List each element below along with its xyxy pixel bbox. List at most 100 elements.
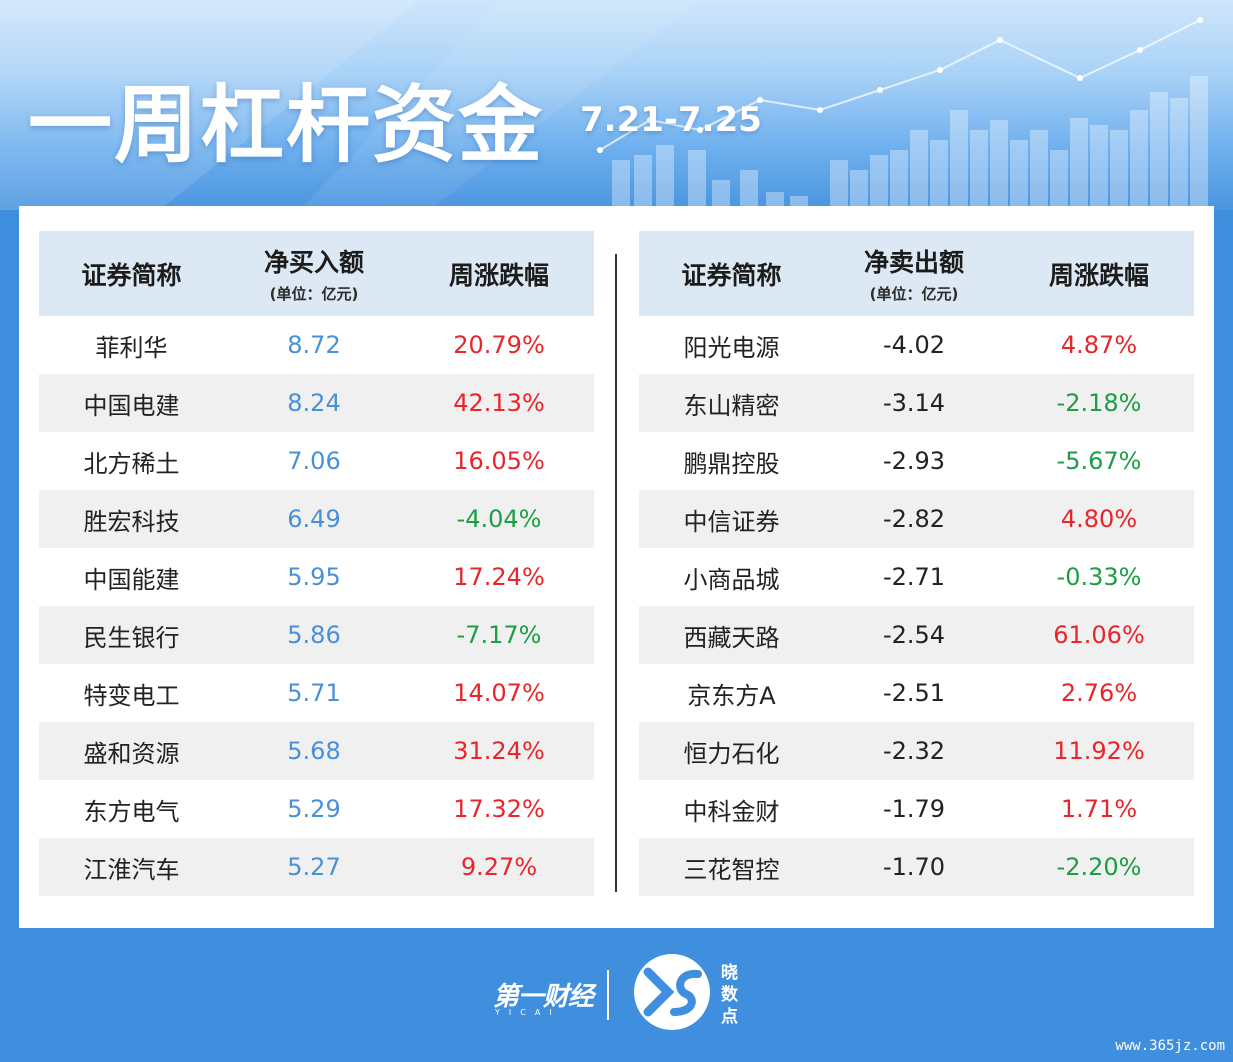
table-header: 证券简称 净卖出额 (单位：亿元) 周涨跌幅 bbox=[639, 231, 1194, 316]
table-row: 民生银行 5.86 -7.17% bbox=[39, 606, 594, 664]
net-amount: -1.70 bbox=[882, 853, 946, 881]
table-row: 中国电建 8.24 42.13% bbox=[39, 374, 594, 432]
weekly-change: 4.87% bbox=[1060, 331, 1138, 359]
col-header-amount-unit: (单位：亿元) bbox=[269, 285, 359, 303]
stock-name: 菲利华 bbox=[95, 333, 168, 362]
table-row: 三花智控 -1.70 -2.20% bbox=[639, 838, 1194, 896]
weekly-change: 9.27% bbox=[460, 853, 538, 881]
table-row: 北方稀土 7.06 16.05% bbox=[39, 432, 594, 490]
stock-name: 盛和资源 bbox=[83, 739, 180, 768]
brand-sub: YICAI bbox=[495, 1008, 561, 1017]
net-amount: 8.24 bbox=[287, 389, 341, 417]
net-amount: 5.95 bbox=[287, 563, 341, 591]
stock-name: 西藏天路 bbox=[683, 623, 780, 652]
footer-logo: 第一财经 YICAI 晓数点 bbox=[493, 950, 753, 1030]
net-amount: 6.49 bbox=[287, 505, 341, 533]
col-header-name: 证券简称 bbox=[81, 260, 182, 290]
stock-name: 鹏鼎控股 bbox=[683, 449, 780, 478]
net-amount: -4.02 bbox=[882, 331, 946, 359]
col-header-change: 周涨跌幅 bbox=[1048, 260, 1149, 290]
stock-name: 江淮汽车 bbox=[83, 855, 180, 884]
stock-name: 三花智控 bbox=[683, 855, 780, 884]
table-row: 阳光电源 -4.02 4.87% bbox=[639, 316, 1194, 374]
table-row: 京东方A -2.51 2.76% bbox=[639, 664, 1194, 722]
net-amount: -2.32 bbox=[882, 737, 946, 765]
table-row: 盛和资源 5.68 31.24% bbox=[39, 722, 594, 780]
page-title: 一周杠杆资金 bbox=[28, 76, 545, 174]
stock-name: 阳光电源 bbox=[683, 333, 780, 362]
table-header: 证券简称 净买入额 (单位：亿元) 周涨跌幅 bbox=[39, 231, 594, 316]
table-row: 中科金财 -1.79 1.71% bbox=[639, 780, 1194, 838]
net-amount: 5.68 bbox=[287, 737, 341, 765]
weekly-change: 2.76% bbox=[1060, 679, 1138, 707]
col-header-amount-unit: (单位：亿元) bbox=[869, 285, 959, 303]
logo-separator bbox=[607, 970, 609, 1020]
date-range: 7.21-7.25 bbox=[580, 100, 762, 140]
stock-name: 特变电工 bbox=[83, 681, 180, 710]
weekly-change: 4.80% bbox=[1060, 505, 1138, 533]
table-row: 恒力石化 -2.32 11.92% bbox=[639, 722, 1194, 780]
weekly-change: -5.67% bbox=[1056, 447, 1142, 475]
weekly-change: 16.05% bbox=[453, 447, 545, 475]
net-amount: 7.06 bbox=[287, 447, 341, 475]
net-amount: 5.71 bbox=[287, 679, 341, 707]
net-amount: 5.86 bbox=[287, 621, 341, 649]
net-amount: -3.14 bbox=[882, 389, 946, 417]
brand-name: 第一财经 bbox=[493, 982, 594, 1012]
weekly-change: 20.79% bbox=[453, 331, 545, 359]
table-row: 中信证券 -2.82 4.80% bbox=[639, 490, 1194, 548]
table-row: 西藏天路 -2.54 61.06% bbox=[639, 606, 1194, 664]
table-row: 特变电工 5.71 14.07% bbox=[39, 664, 594, 722]
stock-name: 东方电气 bbox=[83, 797, 180, 826]
table-row: 东方电气 5.29 17.32% bbox=[39, 780, 594, 838]
table-row: 胜宏科技 6.49 -4.04% bbox=[39, 490, 594, 548]
weekly-change: 17.32% bbox=[453, 795, 545, 823]
decorative-bar-chart-background bbox=[0, 0, 1208, 210]
net-amount: -2.54 bbox=[882, 621, 946, 649]
stock-name: 中信证券 bbox=[683, 507, 780, 536]
weekly-change: -7.17% bbox=[456, 621, 542, 649]
stock-name: 中国电建 bbox=[83, 391, 180, 420]
table-row: 东山精密 -3.14 -2.18% bbox=[639, 374, 1194, 432]
net-amount: -2.93 bbox=[882, 447, 946, 475]
xiaoshudian-logo-icon bbox=[634, 954, 710, 1030]
weekly-change: 1.71% bbox=[1060, 795, 1138, 823]
content-card: 证券简称 净买入额 (单位：亿元) 周涨跌幅 菲利华 8.72 20.79% 中国电建… bbox=[19, 206, 1214, 928]
net-sell-table: 证券简称 净卖出额 (单位：亿元) 周涨跌幅 阳光电源 -4.02 4.87% 东山精… bbox=[639, 231, 1194, 896]
weekly-change: -4.04% bbox=[456, 505, 542, 533]
weekly-change: -2.18% bbox=[1056, 389, 1142, 417]
stock-name: 中国能建 bbox=[83, 565, 180, 594]
product-name: 晓数点 bbox=[721, 963, 738, 1027]
col-header-change: 周涨跌幅 bbox=[448, 260, 549, 290]
col-header-amount-label: 净卖出额 bbox=[863, 248, 964, 277]
net-amount: -1.79 bbox=[882, 795, 946, 823]
net-amount: 5.29 bbox=[287, 795, 341, 823]
col-header-amount-label: 净买入额 bbox=[263, 248, 364, 277]
weekly-change: -2.20% bbox=[1056, 853, 1142, 881]
stock-name: 恒力石化 bbox=[683, 739, 780, 768]
weekly-change: 61.06% bbox=[1053, 621, 1145, 649]
stock-name: 胜宏科技 bbox=[83, 507, 180, 536]
weekly-change: -0.33% bbox=[1056, 563, 1142, 591]
net-amount: -2.51 bbox=[882, 679, 946, 707]
header-banner: 一周杠杆资金 7.21-7.25 bbox=[0, 0, 1233, 210]
weekly-change: 42.13% bbox=[453, 389, 545, 417]
col-header-amount: 净买入额 (单位：亿元) bbox=[224, 243, 404, 304]
net-amount: -2.82 bbox=[882, 505, 946, 533]
table-body: 阳光电源 -4.02 4.87% 东山精密 -3.14 -2.18% 鹏鼎控股 -2.93 -5… bbox=[639, 316, 1194, 896]
watermark: www.365jz.com bbox=[1115, 1038, 1225, 1054]
weekly-change: 11.92% bbox=[1053, 737, 1145, 765]
weekly-change: 17.24% bbox=[453, 563, 545, 591]
col-header-name: 证券简称 bbox=[681, 260, 782, 290]
stock-name: 民生银行 bbox=[83, 623, 180, 652]
table-body: 菲利华 8.72 20.79% 中国电建 8.24 42.13% 北方稀土 7.06 16.05… bbox=[39, 316, 594, 896]
net-buy-table: 证券简称 净买入额 (单位：亿元) 周涨跌幅 菲利华 8.72 20.79% 中国电建… bbox=[39, 231, 594, 896]
stock-name: 东山精密 bbox=[683, 391, 780, 420]
table-row: 小商品城 -2.71 -0.33% bbox=[639, 548, 1194, 606]
stock-name: 中科金财 bbox=[683, 797, 780, 826]
stock-name: 北方稀土 bbox=[83, 449, 180, 478]
weekly-change: 14.07% bbox=[453, 679, 545, 707]
net-amount: 8.72 bbox=[287, 331, 341, 359]
table-row: 鹏鼎控股 -2.93 -5.67% bbox=[639, 432, 1194, 490]
table-row: 中国能建 5.95 17.24% bbox=[39, 548, 594, 606]
